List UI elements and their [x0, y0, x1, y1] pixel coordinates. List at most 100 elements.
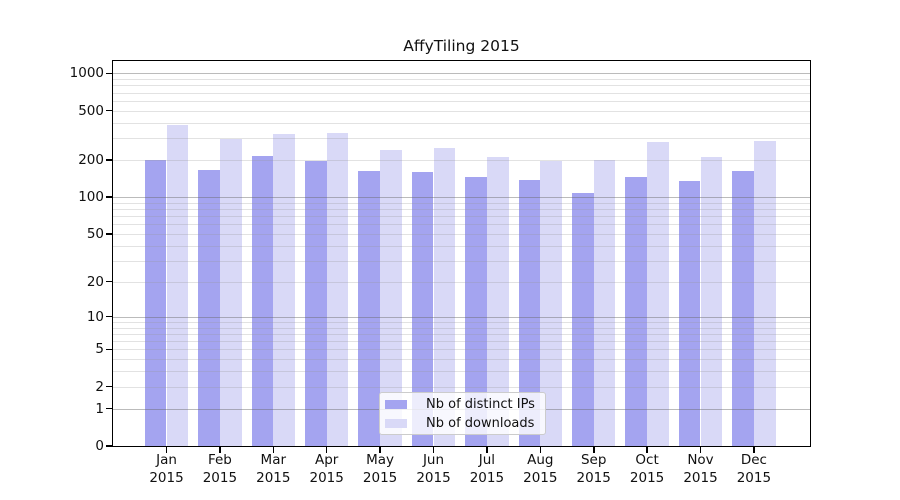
- plot-area: [112, 60, 811, 447]
- y-tick-label-10: 10: [86, 308, 104, 325]
- x-tick-label-oct: Oct 2015: [629, 452, 665, 486]
- y-tick-label-1000: 1000: [69, 65, 104, 82]
- gridline-7: [113, 333, 810, 335]
- y-tick-2: [106, 386, 113, 388]
- x-tick-aug: [539, 446, 541, 453]
- x-tick-sep: [593, 446, 595, 453]
- gridline-8: [113, 327, 810, 329]
- gridline-200: [113, 159, 810, 161]
- y-tick-label-100: 100: [78, 189, 104, 206]
- gridline-3: [113, 371, 810, 373]
- gridline-400: [113, 122, 810, 124]
- gridline-300: [113, 138, 810, 140]
- bar-distinct-ips-dec: [732, 171, 754, 446]
- y-tick-label-2: 2: [95, 378, 104, 395]
- bar-downloads-jan: [166, 125, 189, 446]
- y-tick-label-50: 50: [86, 225, 104, 242]
- gridline-2: [113, 386, 810, 388]
- y-tick-20: [106, 281, 113, 283]
- bar-downloads-aug: [540, 161, 562, 446]
- gridline-90: [113, 202, 810, 204]
- bar-distinct-ips-may: [358, 171, 381, 446]
- legend-label-downloads: Nb of downloads: [426, 415, 535, 431]
- bar-downloads-sep: [593, 160, 616, 446]
- x-tick-jul: [486, 446, 488, 453]
- legend-item-distinct-ips: Nb of distinct IPs: [385, 397, 545, 412]
- y-tick-1: [106, 407, 113, 410]
- y-tick-100: [106, 196, 113, 198]
- x-tick-feb: [219, 446, 221, 453]
- bar-distinct-ips-nov: [678, 181, 701, 446]
- x-tick-label-feb: Feb 2015: [202, 452, 238, 486]
- x-tick-jan: [165, 446, 168, 453]
- x-tick-jun: [432, 446, 435, 453]
- x-tick-may: [379, 446, 381, 453]
- bars-layer: [113, 61, 810, 446]
- bar-downloads-dec: [753, 141, 776, 446]
- x-tick-mar: [272, 446, 275, 453]
- bar-distinct-ips-oct: [625, 176, 648, 446]
- gridline-5: [113, 349, 810, 351]
- x-tick-oct: [646, 446, 648, 453]
- gridline-600: [113, 100, 810, 102]
- x-tick-label-apr: Apr 2015: [309, 452, 344, 486]
- legend: Nb of distinct IPs Nb of downloads: [379, 392, 546, 435]
- gridlines-layer: [113, 61, 810, 446]
- chart-title: AffyTiling 2015: [403, 37, 520, 55]
- x-tick-label-jan: Jan 2015: [149, 452, 184, 486]
- gridline-900: [113, 79, 810, 80]
- y-tick-label-0: 0: [95, 438, 104, 454]
- bar-distinct-ips-sep: [572, 193, 594, 446]
- bar-downloads-may: [380, 150, 402, 446]
- x-tick-label-aug: Aug 2015: [523, 452, 558, 486]
- bar-downloads-feb: [219, 138, 242, 446]
- y-tick-0: [106, 445, 113, 447]
- legend-label-distinct-ips: Nb of distinct IPs: [426, 396, 535, 412]
- bar-downloads-mar: [273, 133, 295, 446]
- gridline-70: [113, 216, 810, 218]
- bar-distinct-ips-aug: [518, 179, 541, 446]
- legend-swatch-downloads: [385, 418, 407, 428]
- bar-downloads-jul: [486, 156, 509, 446]
- y-tick-label-5: 5: [95, 341, 104, 358]
- x-tick-label-sep: Sep 2015: [576, 452, 611, 486]
- x-tick-label-nov: Nov 2015: [683, 452, 718, 486]
- bar-distinct-ips-apr: [305, 160, 327, 446]
- x-tick-nov: [699, 446, 702, 453]
- y-tick-10: [106, 316, 113, 318]
- y-tick-50: [106, 233, 113, 235]
- y-tick-label-1: 1: [95, 400, 104, 417]
- gridline-50: [113, 233, 810, 235]
- x-tick-label-jun: Jun 2015: [416, 452, 451, 486]
- y-tick-5: [106, 348, 113, 351]
- gridline-100: [113, 197, 810, 199]
- gridline-700: [113, 92, 810, 94]
- bar-downloads-oct: [647, 142, 669, 446]
- bar-distinct-ips-feb: [198, 170, 220, 446]
- gridline-800: [113, 85, 810, 87]
- gridline-500: [113, 110, 810, 112]
- bar-downloads-apr: [326, 133, 349, 446]
- gridline-40: [113, 245, 810, 247]
- gridline-10: [113, 316, 810, 318]
- x-tick-label-jul: Jul 2015: [469, 452, 505, 486]
- legend-swatch-distinct-ips: [385, 399, 407, 409]
- x-tick-label-dec: Dec 2015: [736, 452, 772, 486]
- bar-distinct-ips-jul: [465, 177, 487, 446]
- y-tick-1000: [106, 72, 113, 74]
- x-tick-label-mar: Mar 2015: [256, 452, 291, 486]
- x-tick-apr: [325, 446, 328, 453]
- gridline-80: [113, 209, 810, 210]
- gridline-6: [113, 341, 810, 342]
- gridline-30: [113, 260, 810, 262]
- gridline-20: [113, 281, 810, 283]
- y-tick-label-20: 20: [86, 273, 104, 290]
- y-tick-200: [106, 159, 113, 161]
- gridline-1000: [113, 73, 810, 75]
- bar-downloads-jun: [433, 147, 456, 446]
- bar-downloads-nov: [700, 157, 723, 446]
- y-tick-500: [106, 110, 113, 112]
- legend-item-downloads: Nb of downloads: [385, 416, 545, 431]
- gridline-4: [113, 359, 810, 361]
